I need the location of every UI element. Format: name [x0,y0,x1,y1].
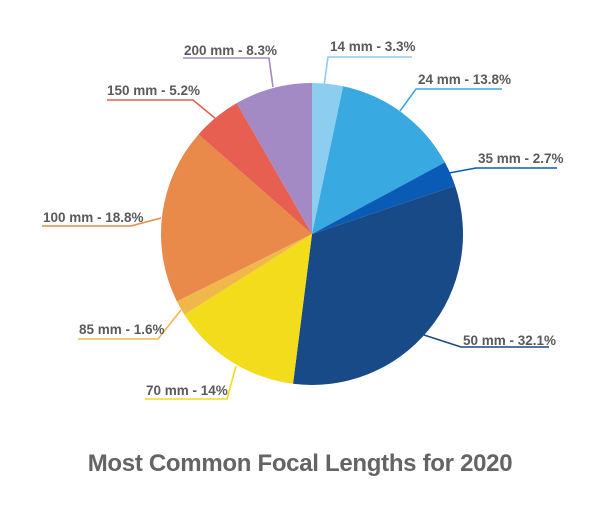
pie-slice-14mm [312,83,344,234]
pie-slice-35mm [312,162,456,234]
callout-50mm: 50 mm - 32.1% [423,333,556,348]
pie-slice-24mm [312,86,445,234]
callout-24mm: 24 mm - 13.8% [399,72,511,112]
leader-line [423,334,549,348]
callout-label: 24 mm - 13.8% [418,72,511,87]
leader-line [399,88,502,112]
callout-14mm: 14 mm - 3.3% [323,39,416,87]
leader-line [42,217,162,227]
callout-label: 70 mm - 14% [146,383,228,398]
pie-slice-50mm [293,185,463,385]
callout-label: 150 mm - 5.2% [107,83,200,98]
leader-line [78,309,182,340]
leader-line [183,57,274,88]
callout-70mm: 70 mm - 14% [145,365,237,400]
pie-slice-100mm [160,134,312,302]
leader-line [323,56,412,87]
callout-label: 50 mm - 32.1% [463,333,556,348]
callout-150mm: 150 mm - 5.2% [107,83,217,120]
callout-85mm: 85 mm - 1.6% [78,309,182,340]
callout-200mm: 200 mm - 8.3% [183,43,277,88]
callout-35mm: 35 mm - 2.7% [448,151,564,174]
pie-slice-85mm [176,234,312,315]
callout-label: 100 mm - 18.8% [43,210,144,225]
callout-label: 85 mm - 1.6% [79,322,165,337]
leader-line [107,99,217,120]
pie-slices [160,83,463,385]
callout-label: 35 mm - 2.7% [478,151,564,166]
callout-label: 200 mm - 8.3% [184,43,277,58]
pie-slice-200mm [236,83,312,234]
chart-title: Most Common Focal Lengths for 2020 [87,450,513,477]
leader-line [448,167,557,174]
callout-label: 14 mm - 3.3% [330,39,416,54]
pie-slice-150mm [198,103,312,235]
callout-labels: 14 mm - 3.3% 24 mm - 13.8% 35 mm - 2.7% 50 … [42,39,564,400]
callout-100mm: 100 mm - 18.8% [42,210,162,227]
leader-line [145,365,237,400]
pie-slice-70mm [184,234,312,384]
